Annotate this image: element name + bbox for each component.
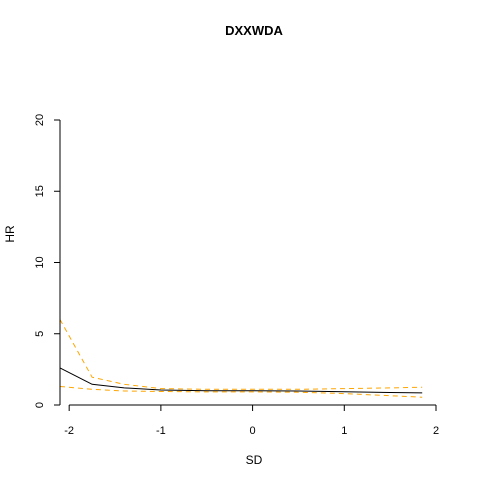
lower-bound-line	[59, 386, 423, 398]
x-axis-ticks: -2 -1 0 1 2	[64, 405, 439, 437]
y-tick-label: 15	[34, 185, 46, 197]
y-tick-label: 20	[34, 114, 46, 126]
x-tick-label: 0	[250, 425, 256, 437]
estimate-line	[59, 367, 423, 394]
x-tick-label: -2	[64, 425, 74, 437]
y-axis-label: HR	[3, 225, 17, 243]
chart-title: DXXWDA	[225, 23, 283, 38]
upper-bound-line	[59, 319, 423, 390]
x-tick-label: 2	[433, 425, 439, 437]
y-axis-ticks: 0 5 10 15 20	[34, 114, 60, 408]
y-tick-label: 0	[34, 402, 46, 408]
plot-lines	[59, 319, 423, 398]
y-tick-label: 5	[34, 331, 46, 337]
x-axis-label: SD	[246, 453, 263, 467]
y-tick-label: 10	[34, 256, 46, 268]
x-tick-label: 1	[341, 425, 347, 437]
x-tick-label: -1	[156, 425, 166, 437]
